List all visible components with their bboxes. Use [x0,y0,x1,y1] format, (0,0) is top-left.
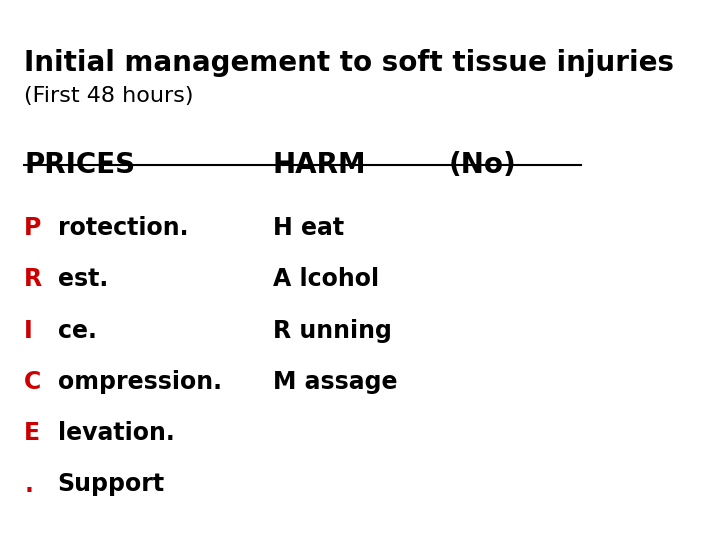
Text: PRICES: PRICES [24,151,135,179]
Text: C: C [24,370,42,394]
Text: Initial management to soft tissue injuries: Initial management to soft tissue injuri… [24,49,674,77]
Text: H eat: H eat [273,216,343,240]
Text: .: . [24,472,33,496]
Text: ce.: ce. [58,319,96,342]
Text: rotection.: rotection. [58,216,188,240]
Text: P: P [24,216,42,240]
Text: M assage: M assage [273,370,397,394]
Text: ompression.: ompression. [58,370,222,394]
Text: levation.: levation. [58,421,174,445]
Text: est.: est. [58,267,108,291]
Text: R unning: R unning [273,319,392,342]
Text: R: R [24,267,42,291]
Text: I: I [24,319,33,342]
Text: E: E [24,421,40,445]
Text: (First 48 hours): (First 48 hours) [24,86,194,106]
Text: Support: Support [58,472,165,496]
Text: (No): (No) [449,151,516,179]
Text: A lcohol: A lcohol [273,267,379,291]
Text: HARM: HARM [273,151,366,179]
